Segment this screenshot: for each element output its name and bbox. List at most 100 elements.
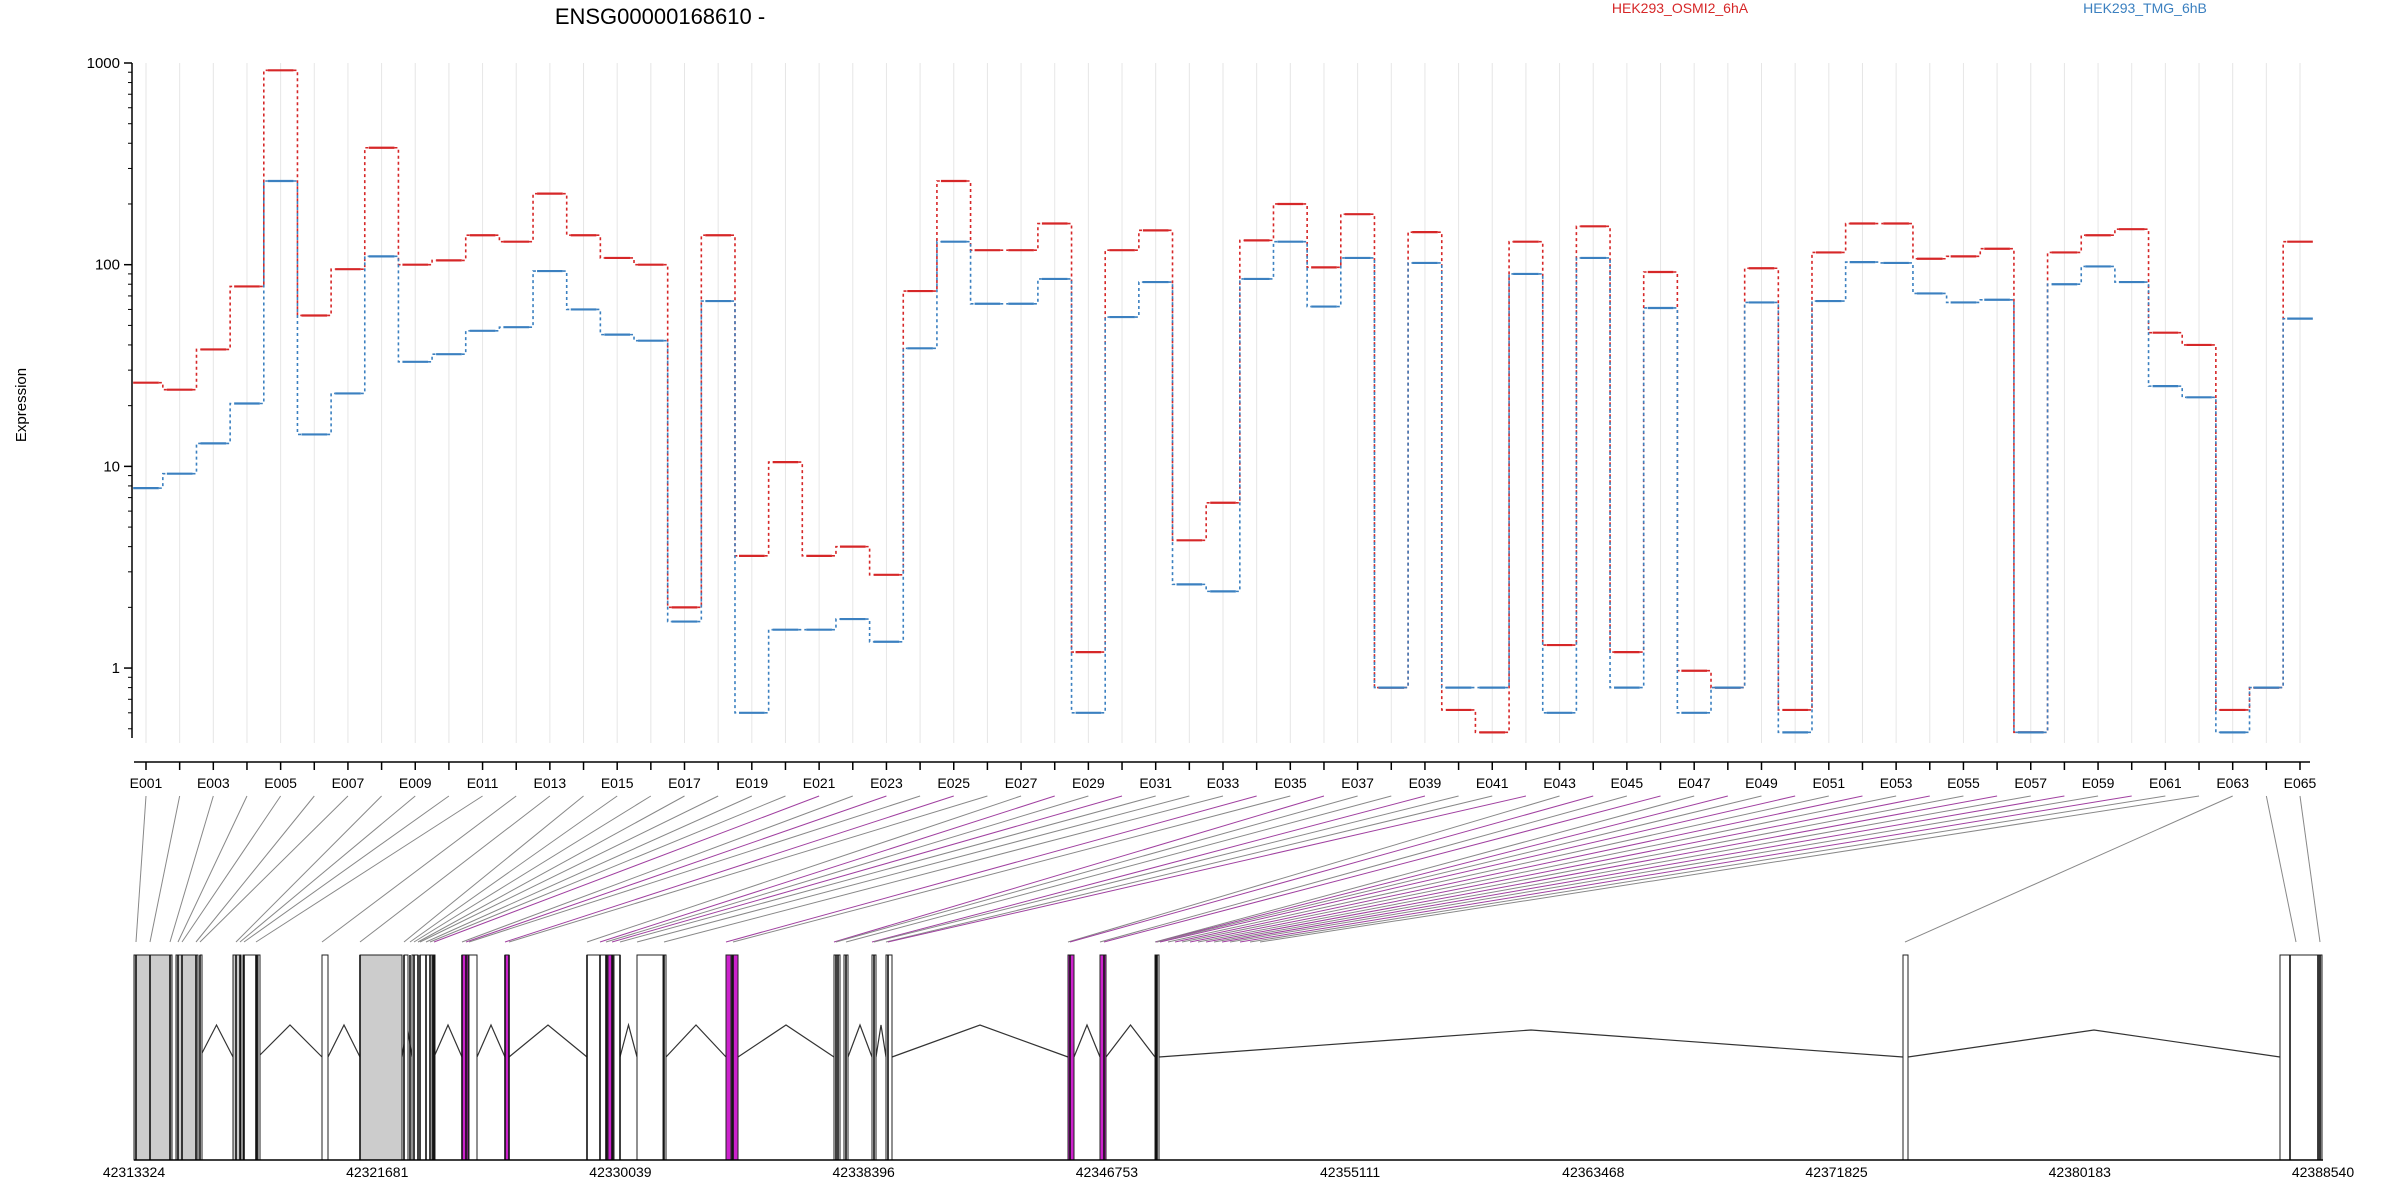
series-connector <box>1303 240 1312 308</box>
exon-connector <box>663 795 1224 943</box>
series-connector <box>327 392 336 436</box>
exon-block <box>321 954 329 1161</box>
coordinate-tick-label: 42380183 <box>2049 1164 2112 1180</box>
exon-connector <box>149 795 181 943</box>
x-tick-label: E003 <box>197 775 230 791</box>
series-connector <box>1269 240 1278 280</box>
exon-connector <box>1159 795 1796 943</box>
exon-connector <box>2265 795 2297 943</box>
exon-connector <box>508 795 988 943</box>
intron-line <box>619 1022 638 1058</box>
intron-line <box>199 1023 234 1058</box>
series-connector <box>1707 686 1716 714</box>
exon-connector <box>873 795 1459 943</box>
exon-connector <box>1221 795 2065 943</box>
exon-connector <box>1067 795 1560 943</box>
coordinate-tick-label: 42338396 <box>833 1164 896 1180</box>
series-connector <box>663 263 672 609</box>
series-connector <box>1807 251 1816 711</box>
series-connector <box>1538 273 1547 714</box>
exon-connector <box>321 795 517 943</box>
series-connector <box>2110 228 2119 237</box>
series-connector <box>192 442 201 475</box>
exon-connector <box>429 795 786 943</box>
series-2 <box>133 179 2313 734</box>
series-connector <box>1774 301 1783 734</box>
exon-connector <box>1259 795 2200 943</box>
series-connector <box>2178 331 2187 346</box>
series-connector <box>1168 281 1177 586</box>
series-connector <box>2279 317 2288 689</box>
exon-connector <box>1197 795 1964 943</box>
intron-line <box>476 1023 506 1058</box>
series-connector <box>2178 385 2187 399</box>
series-connector <box>932 180 941 292</box>
exon-connector <box>413 795 652 943</box>
x-tick-label: E029 <box>1072 775 1105 791</box>
series-connector <box>1134 281 1143 318</box>
series-connector <box>495 326 504 332</box>
series-connector <box>798 461 807 557</box>
exon-connector <box>433 795 820 943</box>
series-connector <box>1908 222 1917 260</box>
series-connector <box>1336 257 1345 308</box>
exon-connector <box>1904 795 2233 943</box>
series-connector <box>663 339 672 623</box>
series-connector <box>2245 686 2254 734</box>
x-tick-label: E055 <box>1947 775 1980 791</box>
exon-block <box>1099 954 1107 1161</box>
coordinate-tick-label: 42313324 <box>103 1164 166 1180</box>
legend-entry-series-1: HEK293_OSMI2_6hA <box>1612 0 1749 16</box>
series-connector <box>1740 301 1749 689</box>
coordinate-tick-label: 42388540 <box>2292 1164 2355 1180</box>
series-connector <box>529 192 538 243</box>
intron-line <box>1073 1023 1101 1058</box>
x-tick-label: E031 <box>1139 775 1172 791</box>
exon-connector <box>169 795 214 943</box>
exon-block <box>133 954 173 1161</box>
series-connector <box>1235 278 1244 593</box>
exon-connector <box>135 795 147 943</box>
series-connector <box>1134 229 1143 251</box>
exon-connector <box>409 795 618 943</box>
exon-block <box>359 954 403 1161</box>
exon-connector <box>1229 795 2099 943</box>
series-connector <box>158 381 167 391</box>
series-connector <box>2110 265 2119 283</box>
genomic-coordinate-axis: 42313324 42321681 42330039 42338396 42346753… <box>103 1159 2355 1180</box>
intron-line <box>737 1024 835 1058</box>
exon-block <box>461 954 469 1161</box>
coordinate-tick-label: 42346753 <box>1076 1164 1139 1180</box>
x-tick-label: E047 <box>1678 775 1711 791</box>
exon-block <box>586 954 608 1161</box>
series-connector <box>428 259 437 266</box>
intron-line <box>257 1024 323 1058</box>
series-connector <box>2009 247 2018 734</box>
series-connector <box>2211 396 2220 734</box>
exon-connector <box>403 795 584 943</box>
x-tick-label: E051 <box>1812 775 1845 791</box>
x-tick-label: E009 <box>399 775 432 791</box>
series-connector <box>730 300 739 714</box>
series-connector <box>428 353 437 363</box>
x-tick-label: E045 <box>1611 775 1644 791</box>
exon-connector <box>1249 795 2166 943</box>
series-connector <box>495 234 504 243</box>
exon-connector <box>1181 795 1897 943</box>
series-connector <box>697 300 706 623</box>
exon-connector <box>199 795 349 943</box>
series-connector <box>764 461 773 557</box>
series-connector <box>2077 234 2086 254</box>
series-connector <box>293 180 302 436</box>
series-connector <box>1841 222 1850 254</box>
x-tick-label: E001 <box>130 775 163 791</box>
series-connector <box>1336 213 1345 269</box>
series-connector <box>259 180 268 405</box>
exon-connector <box>1174 795 1863 943</box>
exon-connector <box>417 795 685 943</box>
exon-connector <box>1103 795 1661 943</box>
series-connector <box>1538 240 1547 646</box>
exon-connector <box>605 795 1089 943</box>
series-connector <box>966 180 975 251</box>
